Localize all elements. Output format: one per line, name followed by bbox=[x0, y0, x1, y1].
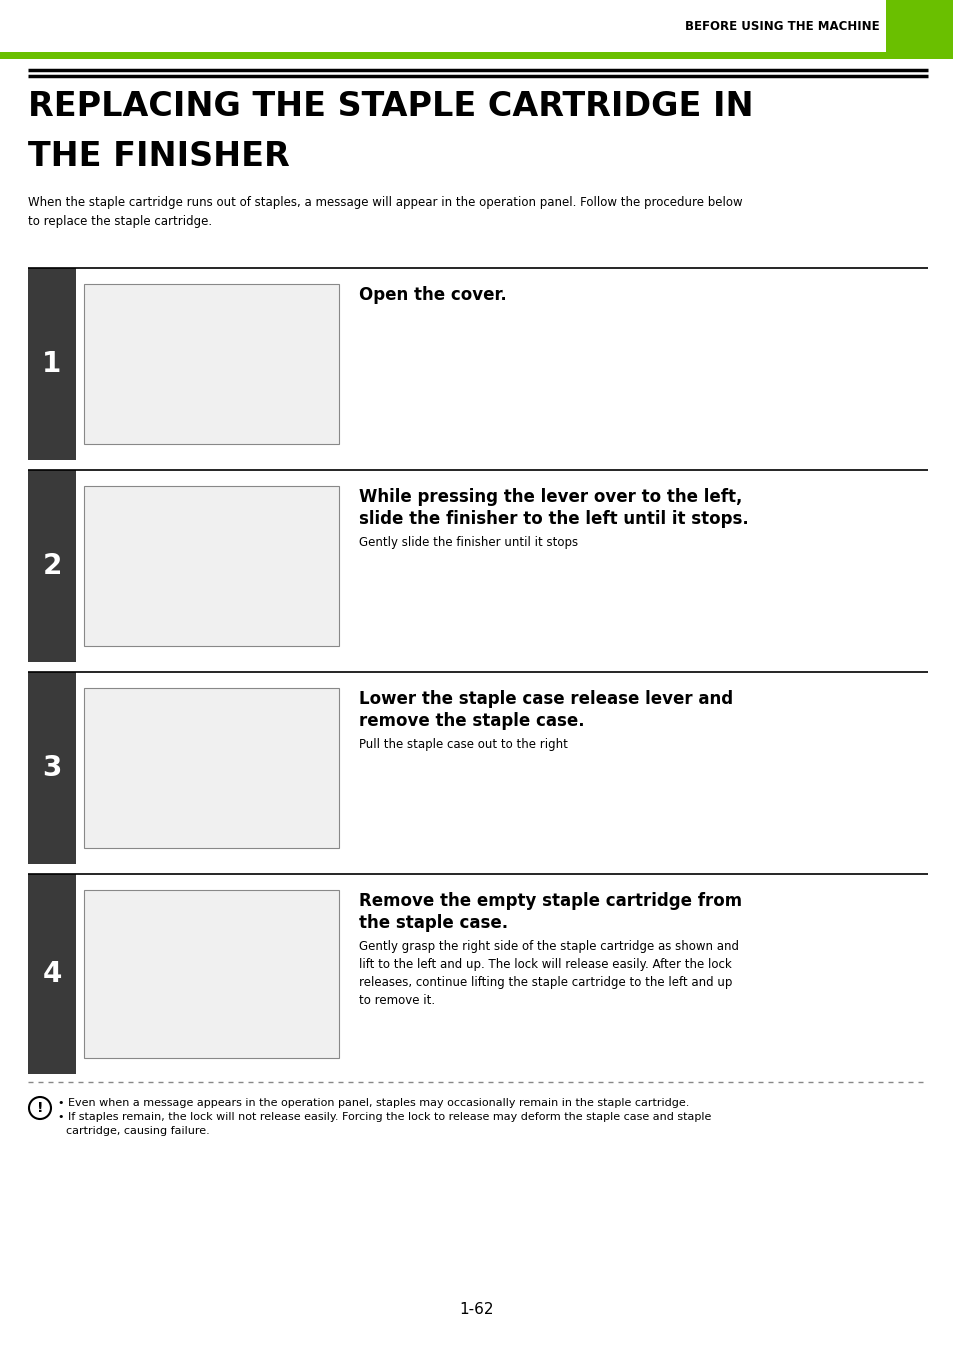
Bar bbox=[84, 890, 338, 1058]
Bar bbox=[84, 284, 338, 444]
Bar bbox=[885, 0, 953, 53]
Text: 2: 2 bbox=[42, 552, 62, 580]
Text: remove the staple case.: remove the staple case. bbox=[358, 711, 584, 730]
Text: Gently grasp the right side of the staple cartridge as shown and
lift to the lef: Gently grasp the right side of the stapl… bbox=[358, 940, 739, 1007]
Text: When the staple cartridge runs out of staples, a message will appear in the oper: When the staple cartridge runs out of st… bbox=[28, 196, 741, 228]
Text: Gently slide the finisher until it stops: Gently slide the finisher until it stops bbox=[358, 536, 578, 549]
Bar bbox=[84, 688, 338, 848]
Text: Open the cover.: Open the cover. bbox=[358, 286, 506, 304]
Text: slide the finisher to the left until it stops.: slide the finisher to the left until it … bbox=[358, 510, 748, 528]
Bar bbox=[28, 873, 76, 1075]
Bar bbox=[84, 486, 338, 647]
Bar bbox=[0, 53, 953, 59]
Text: BEFORE USING THE MACHINE: BEFORE USING THE MACHINE bbox=[684, 19, 879, 32]
Text: THE FINISHER: THE FINISHER bbox=[28, 140, 290, 173]
Text: Lower the staple case release lever and: Lower the staple case release lever and bbox=[358, 690, 732, 707]
Text: 3: 3 bbox=[42, 755, 62, 782]
Text: 4: 4 bbox=[42, 960, 62, 988]
Text: !: ! bbox=[37, 1102, 43, 1115]
Text: 1-62: 1-62 bbox=[459, 1303, 494, 1318]
Text: • Even when a message appears in the operation panel, staples may occasionally r: • Even when a message appears in the ope… bbox=[58, 1098, 689, 1108]
Bar bbox=[28, 470, 76, 662]
Bar bbox=[28, 269, 76, 460]
Text: While pressing the lever over to the left,: While pressing the lever over to the lef… bbox=[358, 487, 741, 506]
Circle shape bbox=[29, 1098, 51, 1119]
Bar bbox=[28, 672, 76, 864]
Text: cartridge, causing failure.: cartridge, causing failure. bbox=[66, 1126, 210, 1135]
Text: REPLACING THE STAPLE CARTRIDGE IN: REPLACING THE STAPLE CARTRIDGE IN bbox=[28, 90, 753, 123]
Text: the staple case.: the staple case. bbox=[358, 914, 508, 931]
Text: Remove the empty staple cartridge from: Remove the empty staple cartridge from bbox=[358, 892, 741, 910]
Text: Pull the staple case out to the right: Pull the staple case out to the right bbox=[358, 738, 567, 751]
Text: 1: 1 bbox=[42, 350, 62, 378]
Text: • If staples remain, the lock will not release easily. Forcing the lock to relea: • If staples remain, the lock will not r… bbox=[58, 1112, 711, 1122]
